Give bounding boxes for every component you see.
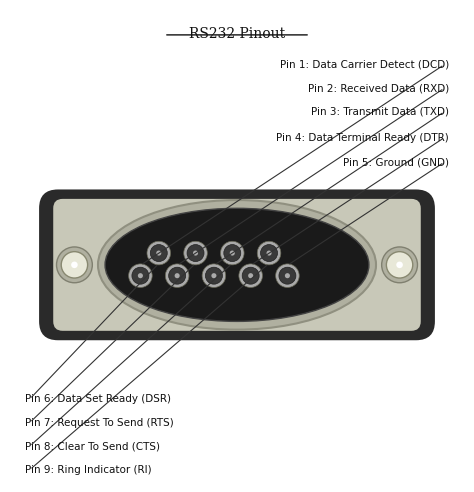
Circle shape xyxy=(230,250,235,256)
Circle shape xyxy=(205,267,222,284)
Circle shape xyxy=(279,267,296,284)
Circle shape xyxy=(266,250,272,256)
Circle shape xyxy=(239,264,263,287)
Circle shape xyxy=(285,273,290,278)
FancyBboxPatch shape xyxy=(53,199,421,331)
Circle shape xyxy=(56,247,92,283)
Circle shape xyxy=(382,247,418,283)
Text: Pin 4: Data Terminal Ready (DTR): Pin 4: Data Terminal Ready (DTR) xyxy=(276,133,449,143)
Circle shape xyxy=(261,245,277,262)
Circle shape xyxy=(174,273,180,278)
Text: Pin 5: Ground (GND): Pin 5: Ground (GND) xyxy=(343,157,449,167)
Circle shape xyxy=(156,250,161,256)
Circle shape xyxy=(128,264,152,287)
Text: Pin 2: Received Data (RXD): Pin 2: Received Data (RXD) xyxy=(308,83,449,93)
Circle shape xyxy=(242,267,259,284)
Ellipse shape xyxy=(98,200,376,330)
Circle shape xyxy=(224,245,241,262)
Text: RS232 Pinout: RS232 Pinout xyxy=(189,27,285,41)
Text: Pin 7: Request To Send (RTS): Pin 7: Request To Send (RTS) xyxy=(25,418,173,428)
Circle shape xyxy=(386,251,413,278)
Circle shape xyxy=(202,264,226,287)
Circle shape xyxy=(71,262,78,268)
Circle shape xyxy=(211,273,217,278)
Circle shape xyxy=(169,267,186,284)
Text: Pin 9: Ring Indicator (RI): Pin 9: Ring Indicator (RI) xyxy=(25,465,152,475)
Circle shape xyxy=(184,241,207,265)
FancyBboxPatch shape xyxy=(39,189,435,340)
Circle shape xyxy=(61,251,88,278)
Circle shape xyxy=(193,250,198,256)
Circle shape xyxy=(257,241,281,265)
Text: Pin 6: Data Set Ready (DSR): Pin 6: Data Set Ready (DSR) xyxy=(25,394,171,404)
Text: Pin 8: Clear To Send (CTS): Pin 8: Clear To Send (CTS) xyxy=(25,441,160,451)
Text: Pin 1: Data Carrier Detect (DCD): Pin 1: Data Carrier Detect (DCD) xyxy=(280,60,449,69)
Circle shape xyxy=(138,273,143,278)
Circle shape xyxy=(396,262,403,268)
Circle shape xyxy=(165,264,189,287)
Circle shape xyxy=(248,273,253,278)
Circle shape xyxy=(276,264,299,287)
Circle shape xyxy=(147,241,171,265)
Circle shape xyxy=(220,241,244,265)
Circle shape xyxy=(187,245,204,262)
Circle shape xyxy=(150,245,167,262)
Text: Pin 3: Transmit Data (TXD): Pin 3: Transmit Data (TXD) xyxy=(311,107,449,117)
Ellipse shape xyxy=(105,208,369,321)
Circle shape xyxy=(132,267,149,284)
